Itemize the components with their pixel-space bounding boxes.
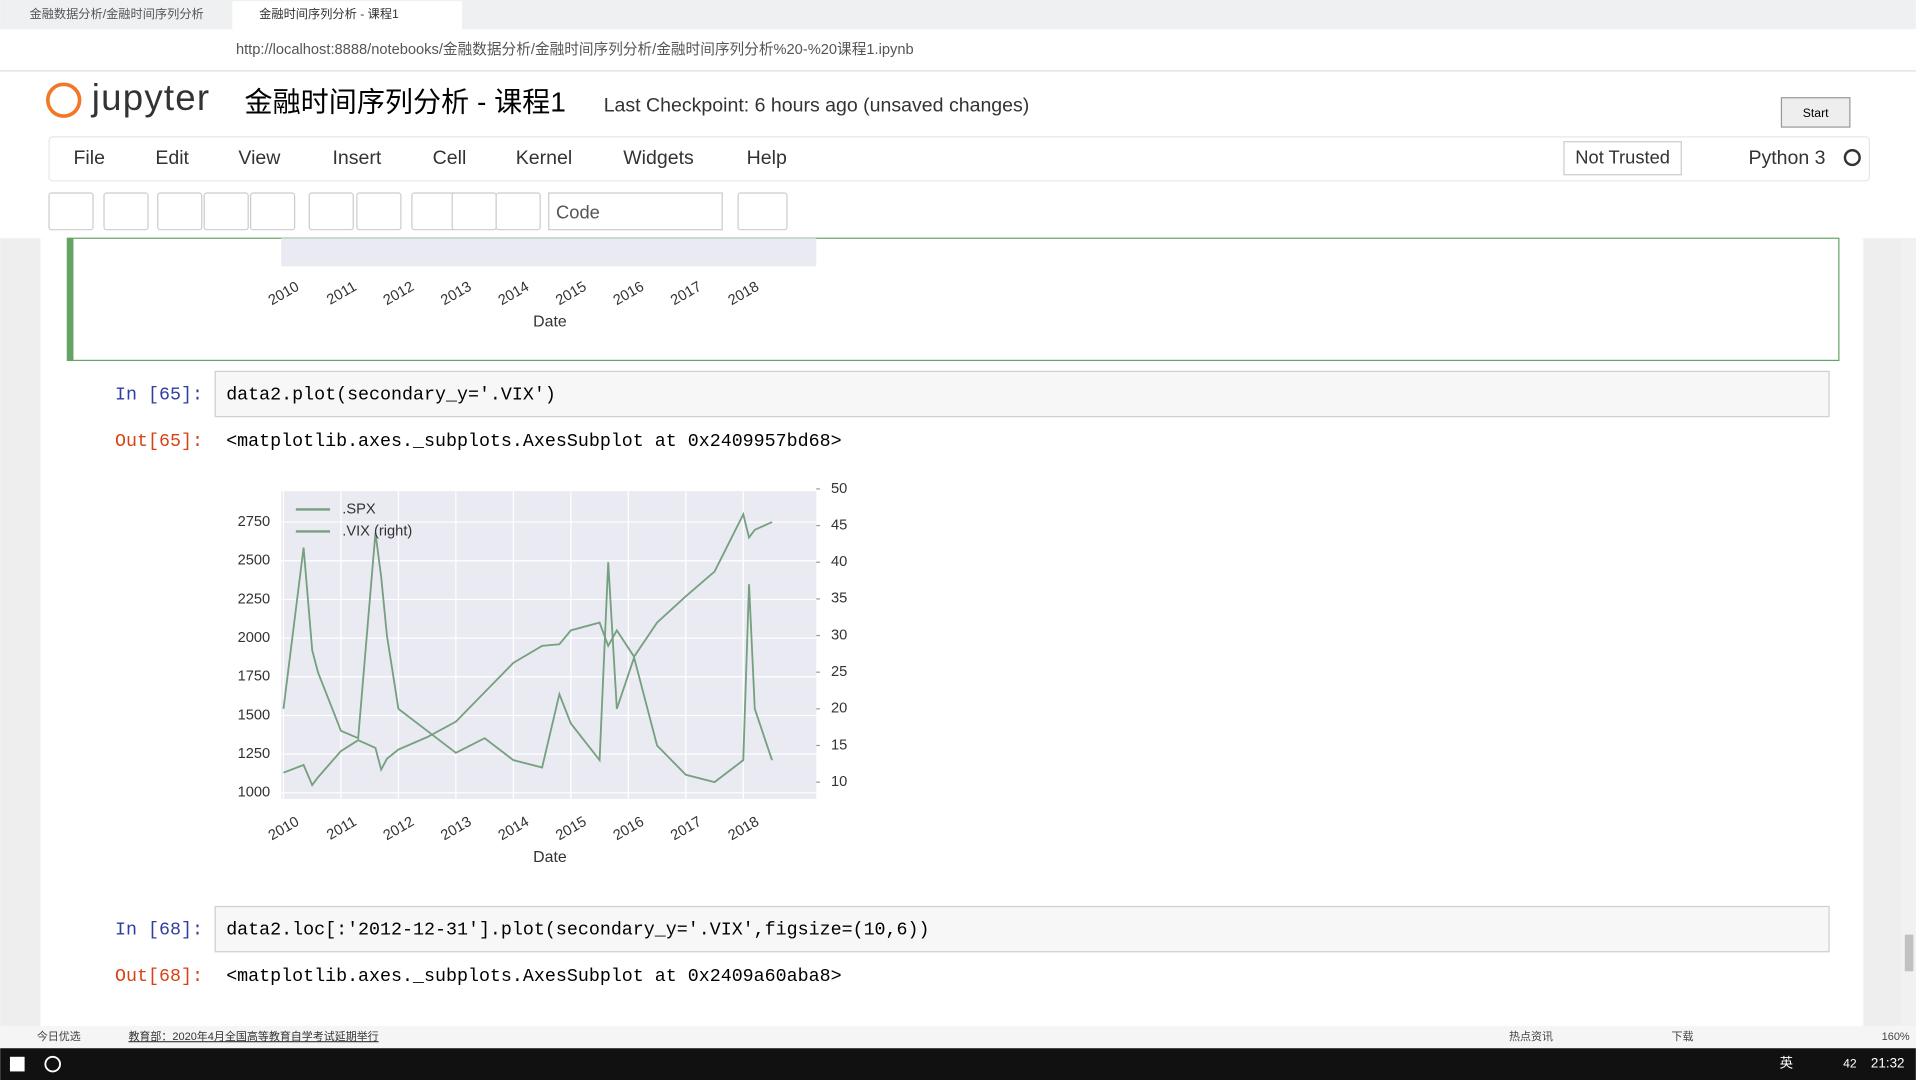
x-axis-label: Date <box>533 849 567 866</box>
tab-title[interactable]: 金融时间序列分析 - 课程1 <box>259 6 399 21</box>
url: http://localhost:8888/notebooks/金融数据分析/金… <box>236 41 914 58</box>
y-tick-label: 1250 <box>238 746 271 762</box>
status-text: 下载 <box>1671 1030 1693 1043</box>
start-label[interactable]: Start <box>1803 106 1829 120</box>
y-tick-label: 2250 <box>238 591 271 607</box>
input-prompt: In [68]: <box>115 920 203 941</box>
menu-bar <box>48 136 1871 182</box>
logo: jupyter <box>91 77 211 118</box>
trust-button[interactable] <box>1563 141 1682 176</box>
search[interactable] <box>44 1055 61 1073</box>
input-area[interactable] <box>214 905 1830 953</box>
menu-item[interactable]: Insert <box>332 147 381 169</box>
toolbar-button[interactable] <box>356 192 402 231</box>
toolbar-button[interactable] <box>737 192 788 231</box>
y2-tick-label: 20 <box>831 701 847 717</box>
y-tick-label: 2000 <box>238 630 271 646</box>
checkpoint: Last Checkpoint: 6 hours ago (unsaved ch… <box>604 94 1030 116</box>
toolbar-button[interactable] <box>451 192 497 231</box>
logo-mark <box>45 82 82 118</box>
menu-item[interactable]: Cell <box>433 147 467 169</box>
toolbar-button[interactable] <box>48 192 94 231</box>
y-tick-label: 2500 <box>238 553 271 569</box>
y-tick-label: 2750 <box>238 514 271 530</box>
kernel-name: Python 3 <box>1748 147 1825 169</box>
news-link[interactable]: 教育部：2020年4月全国高等教育自学考试延期举行 <box>128 1029 378 1043</box>
scrollbar[interactable] <box>1901 238 1916 1027</box>
output-prompt: Out[65]: <box>115 431 203 452</box>
y2-tick-label: 30 <box>831 627 847 643</box>
toolbar-button[interactable] <box>411 192 457 231</box>
start-button[interactable] <box>1780 97 1851 128</box>
x-axis-label: Date <box>533 314 567 331</box>
toolbar-button[interactable] <box>308 192 354 231</box>
y2-tick-label: 25 <box>831 664 847 680</box>
notebook-title[interactable]: 金融时间序列分析 - 课程1 <box>245 86 566 117</box>
menu-item[interactable]: Help <box>747 147 787 169</box>
start-menu[interactable] <box>9 1056 25 1072</box>
toolbar-button[interactable] <box>203 192 249 231</box>
y2-tick-label: 50 <box>831 481 847 497</box>
y-tick-label: 1500 <box>238 707 271 723</box>
toolbar-button[interactable] <box>250 192 296 231</box>
legend-label: .VIX (right) <box>342 523 412 539</box>
y-tick-label: 1000 <box>238 785 271 801</box>
trust-label[interactable]: Not Trusted <box>1575 147 1670 168</box>
series-line <box>282 532 773 784</box>
legend-label: .SPX <box>342 501 376 517</box>
kernel-indicator <box>1843 149 1861 167</box>
badge: 42 <box>1843 1056 1857 1070</box>
y2-tick-label: 15 <box>831 737 847 753</box>
menu-item[interactable]: Edit <box>155 147 189 169</box>
menu-item[interactable]: Widgets <box>623 147 694 169</box>
zoom: 160% <box>1882 1031 1910 1043</box>
scroll-thumb[interactable] <box>1904 934 1914 972</box>
menu-item[interactable]: Kernel <box>516 147 572 169</box>
status-text: 热点资讯 <box>1509 1030 1553 1043</box>
taskbar <box>0 1048 1916 1080</box>
input-area[interactable] <box>214 370 1830 418</box>
y2-tick-label: 40 <box>831 554 847 570</box>
menu-item[interactable]: File <box>73 147 104 169</box>
y2-tick-label: 35 <box>831 591 847 607</box>
code[interactable]: data2.loc[:'2012-12-31'].plot(secondary_… <box>226 920 929 941</box>
output-text: <matplotlib.axes._subplots.AxesSubplot a… <box>226 966 841 987</box>
output-prompt: Out[68]: <box>115 966 203 987</box>
code[interactable]: data2.plot(secondary_y='.VIX') <box>226 384 556 405</box>
active-tab[interactable] <box>232 1 462 30</box>
cell-type-select[interactable] <box>548 192 723 231</box>
status-bar <box>0 1026 1916 1049</box>
toolbar-button[interactable] <box>495 192 541 231</box>
y2-tick-label: 10 <box>831 774 847 790</box>
clock: 21:32 <box>1871 1056 1905 1071</box>
previous-plot <box>281 238 817 267</box>
toolbar-button[interactable] <box>103 192 149 231</box>
menu-item[interactable]: View <box>238 147 281 169</box>
toolbar-button[interactable] <box>157 192 203 231</box>
series-line <box>283 511 773 787</box>
tab-title[interactable]: 金融数据分析/金融时间序列分析 <box>29 6 203 21</box>
output-text: <matplotlib.axes._subplots.AxesSubplot a… <box>226 431 841 452</box>
address-bar <box>0 29 1916 71</box>
y2-tick-label: 45 <box>831 517 847 533</box>
selected-cell-marker <box>67 238 74 361</box>
status-text: 今日优选 <box>37 1029 81 1043</box>
input-prompt: In [65]: <box>115 384 203 405</box>
ime: 英 <box>1780 1055 1793 1071</box>
cell-type[interactable]: Code <box>556 202 600 223</box>
y-tick-label: 1750 <box>238 669 271 685</box>
